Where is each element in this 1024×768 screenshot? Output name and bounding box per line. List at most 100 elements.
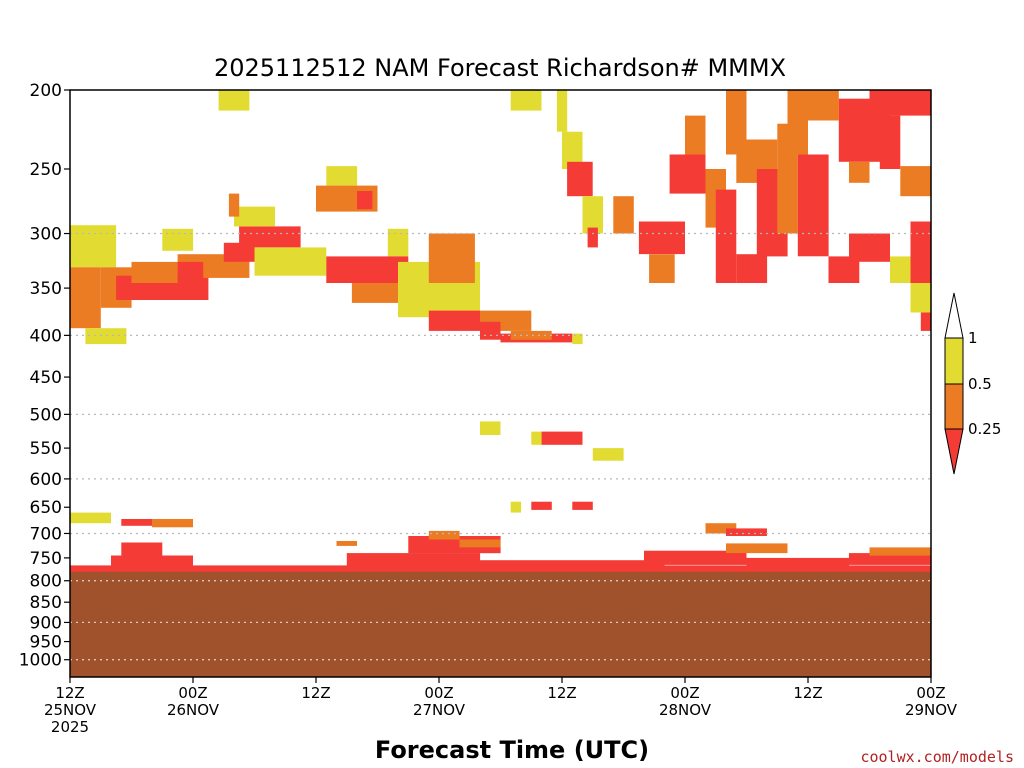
heatmap-cell [613,196,634,234]
heatmap-cell [480,560,665,569]
heatmap-cell [736,254,768,283]
heatmap-cell [849,233,890,262]
x-tick-label: 29NOV [905,701,958,719]
heatmap-cell [808,90,839,121]
colorbar-segment-below-0.25 [944,428,964,475]
x-tick-label: 2025 [51,718,89,736]
heatmap-cell [428,530,460,540]
heatmap-cell [70,565,931,573]
heatmap-cell [587,227,598,248]
x-tick-label: 12Z [547,684,576,702]
x-tick-label: 26NOV [167,701,220,719]
x-tick-label: 00Z [178,684,207,702]
y-tick-label: 650 [30,498,62,518]
heatmap-cell [428,233,475,283]
heatmap-cell [685,115,706,155]
heatmap-cell [572,333,583,345]
heatmap-cell [531,501,552,510]
chart-title: 2025112512 NAM Forecast Richardson# MMMX [214,54,786,82]
heatmap-cell [705,523,737,534]
heatmap-cell [567,161,593,197]
y-tick-label: 1000 [19,651,62,671]
heatmap-cell [346,553,481,567]
heatmap-cell [920,312,932,331]
y-tick-label: 900 [30,613,62,633]
x-tick-label: 12Z [55,684,84,702]
heatmap-cell [849,161,870,183]
heatmap-cell [218,90,250,111]
heatmap-cell [890,256,911,283]
heatmap-cell [111,555,193,568]
y-tick-label: 250 [30,160,62,180]
y-tick-label: 950 [30,633,62,653]
heatmap-cell [480,321,501,340]
heatmap-cell [239,226,301,248]
y-tick-label: 400 [30,326,62,346]
heatmap-cell [70,225,117,268]
heatmap-cell [572,501,593,510]
heatmap-cell [480,421,501,435]
x-tick-label: 25NOV [44,701,97,719]
heatmap-cell [556,90,568,132]
heatmap-cell [644,550,747,565]
heatmap-cell [900,166,932,197]
ground-layer [70,571,931,677]
heatmap-cell [869,90,931,116]
heatmap-cell [131,261,178,283]
heatmap-cell [70,267,101,329]
x-tick-label: 12Z [793,684,822,702]
y-tick-label: 200 [30,81,62,101]
heatmap-cells [70,90,932,573]
x-tick-label: 12Z [301,684,330,702]
y-tick-label: 450 [30,368,62,388]
colorbar-tick-label: 0.5 [968,375,992,393]
colorbar-tick-label: 1 [968,329,978,347]
y-tick-label: 350 [30,279,62,299]
y-tick-label: 750 [30,549,62,569]
y-tick-label: 600 [30,470,62,490]
heatmap-cell [162,228,194,251]
plot-frame [69,89,932,678]
colorbar-segment-0.25-0.5 [944,383,964,430]
heatmap-cell [254,247,327,276]
heatmap-cell [849,553,931,565]
heatmap-cell [510,330,552,340]
heatmap-cell [121,519,153,526]
heatmap-cell [669,154,706,194]
heatmap-cell [531,431,542,445]
heatmap-cell [541,431,583,445]
heatmap-cell [726,528,767,536]
heatmap-cell [336,541,357,546]
heatmap-cell [910,221,931,283]
heatmap-cell [428,310,481,331]
ground-fill [70,571,931,677]
heatmap-cell [387,228,409,257]
heatmap-cell [121,542,163,558]
y-axis-ticks: 200 250 300 350 400 450 500 550 600 650 700 750 8008… [19,81,70,671]
heatmap-cell [649,254,675,283]
heatmap-cell [715,189,737,283]
colorbar: 0.25 0.5 1 [944,292,1001,475]
heatmap-cell [177,261,204,280]
heatmap-cell [223,242,255,262]
colorbar-segment-0.5-1 [944,337,964,385]
heatmap-cell [746,557,849,568]
heatmap-cell [910,283,931,313]
colorbar-tick-label: 0.25 [968,420,1001,438]
heatmap-cell [510,90,542,111]
x-tick-label: 00Z [424,684,453,702]
y-tick-label: 850 [30,593,62,613]
y-tick-label: 500 [30,405,62,425]
heatmap-cell [459,539,501,548]
heatmap-cell [70,512,111,524]
y-tick-label: 300 [30,225,62,245]
heatmap-cell [726,543,788,554]
heatmap-cell [726,90,747,155]
heatmap-cell [326,166,358,186]
y-tick-label: 550 [30,439,62,459]
x-tick-label: 27NOV [413,701,466,719]
heatmap-cell [562,131,583,169]
heatmap-cell [797,154,829,257]
heatmap-cell [582,196,603,234]
